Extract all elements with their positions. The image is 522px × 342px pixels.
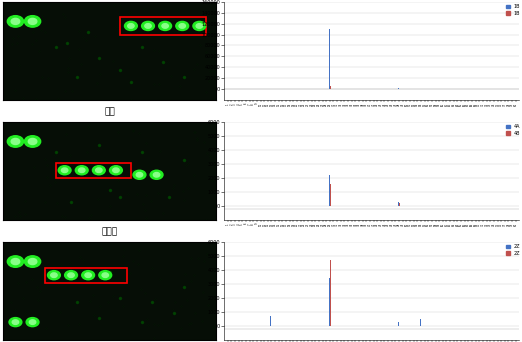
Circle shape <box>48 271 61 280</box>
Bar <box>398 202 399 206</box>
Circle shape <box>12 320 19 325</box>
Circle shape <box>125 22 137 30</box>
Circle shape <box>11 259 20 265</box>
Circle shape <box>136 172 143 177</box>
Circle shape <box>128 24 134 28</box>
Circle shape <box>113 168 119 172</box>
Bar <box>328 175 330 206</box>
Circle shape <box>153 172 160 177</box>
Circle shape <box>96 168 102 172</box>
Legend: 1B, 1B: 1B, 1B <box>506 4 520 16</box>
Circle shape <box>65 271 77 280</box>
Circle shape <box>78 168 85 172</box>
Circle shape <box>25 16 41 27</box>
Bar <box>328 29 330 89</box>
Bar <box>398 322 399 326</box>
Circle shape <box>176 22 188 30</box>
Circle shape <box>28 18 37 24</box>
Circle shape <box>28 259 37 265</box>
Circle shape <box>26 318 39 327</box>
Circle shape <box>85 273 91 277</box>
Bar <box>398 88 399 89</box>
Circle shape <box>7 136 23 147</box>
Circle shape <box>7 16 23 27</box>
Circle shape <box>179 24 185 28</box>
Circle shape <box>25 256 41 267</box>
Circle shape <box>28 139 37 145</box>
Bar <box>330 260 331 326</box>
Legend: 4A, 4B: 4A, 4B <box>506 124 520 136</box>
Circle shape <box>58 166 71 175</box>
Circle shape <box>62 168 68 172</box>
Bar <box>330 87 331 89</box>
Circle shape <box>7 256 23 267</box>
Bar <box>270 316 271 326</box>
Bar <box>45 267 127 283</box>
Circle shape <box>25 136 41 147</box>
Text: 보구치: 보구치 <box>101 228 117 237</box>
Circle shape <box>51 273 57 277</box>
Circle shape <box>162 24 168 28</box>
Circle shape <box>29 320 35 325</box>
Text: 방어: 방어 <box>104 108 115 117</box>
Circle shape <box>133 170 146 179</box>
Circle shape <box>150 170 163 179</box>
Circle shape <box>68 273 74 277</box>
Bar <box>56 163 131 178</box>
Circle shape <box>159 22 172 30</box>
Bar <box>420 319 421 326</box>
Circle shape <box>82 271 94 280</box>
Circle shape <box>99 271 112 280</box>
Circle shape <box>145 24 151 28</box>
Bar <box>328 278 330 326</box>
Circle shape <box>11 139 20 145</box>
Circle shape <box>141 22 155 30</box>
Circle shape <box>110 166 122 175</box>
Bar <box>399 203 400 206</box>
Circle shape <box>92 166 105 175</box>
Bar <box>330 184 331 206</box>
Legend: 2Z, 2Z: 2Z, 2Z <box>506 244 520 256</box>
Circle shape <box>102 273 109 277</box>
Circle shape <box>193 22 206 30</box>
Circle shape <box>9 318 22 327</box>
Circle shape <box>75 166 88 175</box>
Bar <box>120 17 206 35</box>
Circle shape <box>11 18 20 24</box>
Circle shape <box>196 24 203 28</box>
